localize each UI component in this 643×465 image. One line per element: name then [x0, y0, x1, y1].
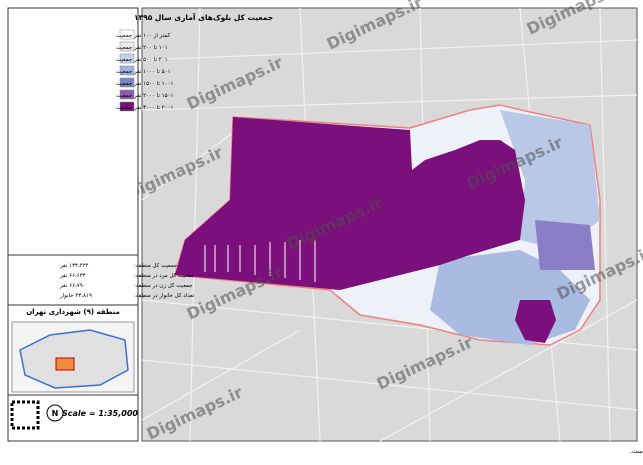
stat-label: جمعیت کل منطقه:	[134, 262, 177, 269]
stat-label: تعداد کل خانوار در منطقه:	[134, 292, 195, 299]
legend: کمتر از ۱۰۰ نفر جمعیت ۱۰۱ تا ۲۰۰ نفر جمعی…	[116, 29, 174, 112]
block-large	[535, 220, 595, 270]
stat-value: ۱۳۳،۴۲۴ نفر	[59, 263, 89, 269]
stat-value: ۶۶،۷۹۰ نفر	[59, 283, 86, 289]
north-arrow	[46, 404, 64, 422]
footer: حقوق مالکیت معنوی این محصول متعلق به سای…	[630, 446, 643, 455]
scale: Scale = 1:35,000	[62, 409, 138, 418]
stat-value: ۶۶،۶۳۴ نفر	[59, 273, 86, 279]
legend-label: ۱۵۰۱ تا ۲۰۰۰ نفر جمعیت	[116, 93, 174, 99]
block-lines	[204, 240, 316, 282]
legend-label: کمتر از ۱۰۰ نفر جمعیت	[116, 32, 171, 39]
map-title: جمعیت کل بلوک‌های آماری سال ۱۳۹۵	[134, 12, 273, 22]
legend-label: ۱۰۱ تا ۲۰۰ نفر جمعیت	[116, 45, 168, 51]
district-highlight	[55, 357, 75, 371]
legend-swatch	[119, 101, 135, 112]
block-dense	[175, 117, 525, 290]
qr-code	[10, 400, 40, 430]
blocks-east	[500, 110, 600, 250]
legend-swatch	[119, 53, 135, 64]
legend-swatch	[119, 89, 135, 100]
legend-label: ۲۰۱ تا ۵۰۰ نفر جمعیت	[116, 57, 168, 63]
stat-label: جمعیت کل مرد در منطقه:	[134, 272, 194, 279]
north-n: N	[52, 409, 59, 418]
legend-label: ۵۰۱ تا ۱۰۰۰ نفر جمعیت	[116, 69, 171, 75]
stat-label: جمعیت کل زن در منطقه:	[134, 282, 193, 289]
legend-label: ۱۰۰۱ تا ۱۵۰۰ نفر جمعیت	[116, 81, 174, 87]
legend-label: ۲۰۰۱ تا ۳۰۰۰ نفر جمعیت	[116, 105, 174, 111]
block-dense-south	[515, 300, 556, 343]
legend-swatch	[119, 77, 135, 88]
legend-swatch	[119, 41, 135, 52]
legend-swatch	[119, 65, 135, 76]
legend-swatch	[119, 29, 135, 40]
stat-value: ۴۳،۸۱۹ خانوار	[59, 293, 92, 299]
stats: جمعیت کل منطقه: ۱۳۳،۴۲۴ نفر جمعیت کل مرد د…	[59, 262, 195, 299]
region-title: منطقه (۹) شهرداری تهران	[26, 308, 120, 316]
